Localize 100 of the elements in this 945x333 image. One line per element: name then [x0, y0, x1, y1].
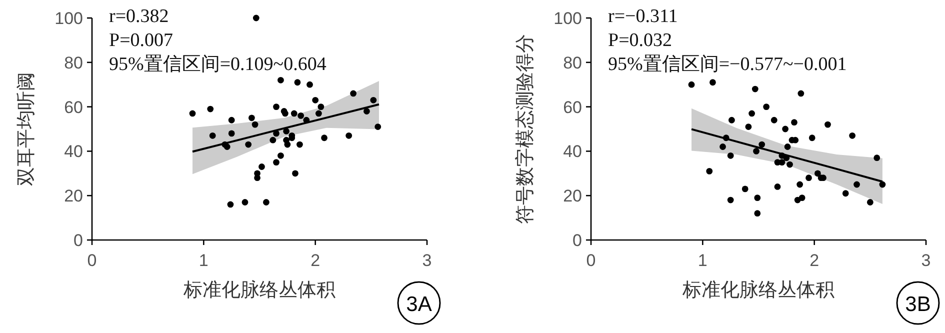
point — [842, 190, 849, 197]
point — [306, 81, 313, 88]
point — [745, 124, 752, 130]
point — [774, 184, 781, 190]
annotation: r=0.382 — [109, 6, 169, 27]
point — [854, 181, 860, 188]
point — [282, 110, 288, 117]
point — [350, 90, 356, 97]
text: 3B — [905, 293, 931, 316]
y-tick-label: 0 — [74, 231, 83, 250]
point — [254, 170, 260, 177]
y-axis-title: 符号数字模态测验得分 — [514, 34, 536, 224]
point — [796, 181, 804, 188]
point — [273, 130, 280, 137]
point — [245, 141, 252, 148]
point — [227, 201, 234, 208]
point — [778, 159, 786, 166]
point — [284, 141, 291, 148]
y-tick-label: 60 — [563, 98, 582, 117]
point — [296, 141, 303, 148]
point — [318, 104, 324, 110]
point — [224, 144, 230, 150]
y-tick-label: 100 — [54, 9, 83, 28]
point — [298, 112, 304, 119]
point — [879, 181, 886, 188]
annotation: P=0.032 — [608, 30, 672, 51]
point — [321, 134, 328, 142]
annotation: 95%置信区间=0.109~0.604 — [109, 54, 327, 75]
point — [278, 152, 284, 159]
point — [728, 116, 735, 124]
point — [806, 174, 812, 182]
point — [294, 79, 301, 86]
point — [798, 90, 804, 97]
x-tick-label: 0 — [586, 251, 596, 270]
point — [273, 159, 280, 166]
point — [782, 126, 788, 132]
point — [794, 196, 801, 204]
point — [228, 116, 235, 124]
point — [207, 106, 214, 112]
point — [374, 124, 382, 130]
point — [278, 76, 284, 84]
y-tick-label: 100 — [554, 9, 582, 28]
annotation: 95%置信区间=−0.577~−0.001 — [608, 54, 847, 75]
point — [303, 116, 310, 124]
x-tick-label: 2 — [310, 251, 320, 270]
y-axis-title: 双耳平均听阈 — [16, 72, 37, 186]
point — [710, 79, 716, 86]
point — [290, 110, 298, 117]
point — [252, 121, 258, 128]
point — [783, 154, 790, 162]
point — [364, 108, 370, 114]
point — [866, 199, 874, 206]
text: 3A — [406, 293, 432, 316]
y-tick-label: 60 — [64, 98, 83, 117]
x-tick-label: 3 — [921, 251, 931, 270]
x-tick-label: 2 — [810, 251, 820, 270]
point — [748, 110, 755, 117]
point — [874, 154, 880, 162]
point — [228, 130, 235, 137]
point — [786, 161, 793, 168]
point — [727, 196, 734, 204]
point — [242, 199, 248, 206]
point — [315, 110, 322, 117]
point — [727, 152, 734, 159]
y-tick-label: 40 — [563, 142, 582, 162]
y-tick-label: 80 — [64, 53, 83, 72]
y-tick-label: 0 — [572, 231, 582, 250]
point — [688, 81, 695, 88]
x-axis-title: 标准化脉络丛体积 — [682, 279, 834, 301]
point — [263, 199, 270, 206]
point — [283, 128, 290, 134]
point — [763, 104, 770, 110]
point — [814, 170, 821, 177]
point — [742, 186, 748, 192]
point — [753, 148, 760, 154]
annotation: r=−0.311 — [608, 6, 678, 27]
point — [784, 144, 791, 150]
x-tick-label: 0 — [87, 251, 97, 270]
point — [720, 144, 726, 150]
point — [258, 164, 265, 170]
y-tick-label: 40 — [64, 142, 83, 162]
y-tick-label: 20 — [64, 186, 83, 206]
point — [346, 132, 352, 139]
point — [706, 168, 713, 174]
point — [292, 170, 298, 177]
point — [722, 134, 730, 142]
x-tick-label: 3 — [422, 251, 432, 270]
point — [758, 141, 766, 148]
point — [824, 121, 831, 128]
point — [752, 86, 758, 92]
point — [312, 96, 319, 104]
point — [849, 132, 856, 139]
point — [189, 110, 196, 117]
y-tick-label: 20 — [563, 186, 582, 206]
y-tick-label: 80 — [563, 53, 582, 72]
point — [754, 194, 761, 202]
point — [791, 119, 798, 126]
point — [273, 104, 280, 110]
point — [370, 96, 377, 104]
point — [248, 114, 255, 122]
